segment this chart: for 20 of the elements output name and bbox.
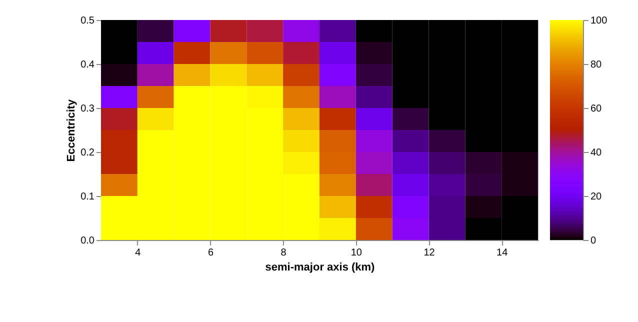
color-bar-label: 80 (590, 60, 602, 70)
y-tick-label: 0.4 (80, 60, 95, 70)
y-tick-label: 0.3 (80, 104, 95, 114)
x-tick-label: 6 (208, 248, 214, 258)
x-tick-label: 14 (496, 248, 508, 258)
color-bar-label: 20 (590, 192, 602, 202)
y-tick-label: 0.5 (80, 16, 95, 26)
x-axis-title: semi-major axis (km) (265, 262, 376, 274)
y-tick-label: 0.0 (80, 236, 95, 246)
x-tick-label: 12 (424, 248, 436, 258)
color-bar-label: 60 (590, 104, 602, 114)
color-bar-label: 100 (590, 16, 608, 26)
y-tick-label: 0.1 (80, 192, 95, 202)
x-tick-label: 10 (350, 248, 362, 258)
y-tick-label: 0.2 (80, 148, 95, 158)
color-bar-label: 40 (590, 148, 602, 158)
x-tick-label: 8 (280, 248, 287, 258)
y-axis-title: Eccentricity (66, 98, 78, 162)
x-tick-label: 4 (135, 248, 142, 258)
color-bar-label: 0 (590, 236, 596, 246)
